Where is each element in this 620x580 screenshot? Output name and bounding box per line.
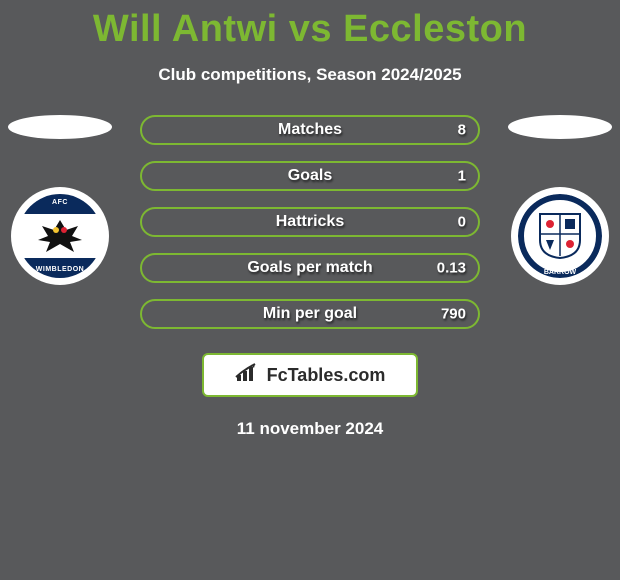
club-badge-right: BARROW	[511, 187, 609, 285]
stat-label: Matches	[278, 121, 342, 139]
stat-label: Goals per match	[247, 259, 372, 277]
stat-right-value: 0.13	[437, 260, 466, 277]
shield-icon	[538, 212, 582, 260]
stat-row-goals: Goals 1	[140, 161, 480, 191]
brand-badge: FcTables.com	[202, 353, 418, 397]
player-photo-placeholder-left	[8, 115, 112, 139]
brand-text: FcTables.com	[267, 365, 386, 386]
crest-bottom-text: BARROW	[518, 269, 602, 276]
stat-row-min-per-goal: Min per goal 790	[140, 299, 480, 329]
comparison-panel: AFC WIMBLEDON BARROW	[0, 115, 620, 439]
barrow-crest: BARROW	[518, 194, 602, 278]
stat-row-matches: Matches 8	[140, 115, 480, 145]
stat-right-value: 8	[438, 122, 466, 139]
crest-top-text: AFC	[18, 199, 102, 206]
crest-bottom-text: WIMBLEDON	[18, 266, 102, 273]
stat-row-hattricks: Hattricks 0	[140, 207, 480, 237]
player-photo-placeholder-right	[508, 115, 612, 139]
stat-label: Goals	[288, 167, 332, 185]
stat-right-value: 0	[438, 214, 466, 231]
eagle-icon	[30, 216, 90, 256]
stat-label: Min per goal	[263, 305, 357, 323]
left-player-column: AFC WIMBLEDON	[0, 115, 120, 285]
page-subtitle: Club competitions, Season 2024/2025	[0, 65, 620, 85]
afc-wimbledon-crest: AFC WIMBLEDON	[18, 194, 102, 278]
footer-date: 11 november 2024	[0, 419, 620, 439]
club-badge-left: AFC WIMBLEDON	[11, 187, 109, 285]
page-title: Will Antwi vs Eccleston	[0, 0, 620, 51]
stats-list: Matches 8 Goals 1 Hattricks 0 Goals per …	[140, 115, 480, 329]
stat-right-value: 1	[438, 168, 466, 185]
bar-chart-icon	[235, 363, 261, 388]
stat-row-goals-per-match: Goals per match 0.13	[140, 253, 480, 283]
stat-label: Hattricks	[276, 213, 344, 231]
stat-right-value: 790	[438, 306, 466, 323]
right-player-column: BARROW	[500, 115, 620, 285]
